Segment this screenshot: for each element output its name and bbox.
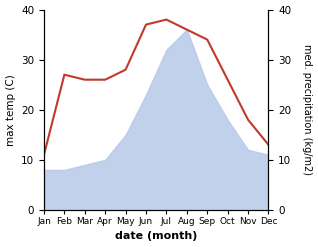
Y-axis label: max temp (C): max temp (C) [5,74,16,146]
Y-axis label: med. precipitation (kg/m2): med. precipitation (kg/m2) [302,44,313,175]
X-axis label: date (month): date (month) [115,231,197,242]
